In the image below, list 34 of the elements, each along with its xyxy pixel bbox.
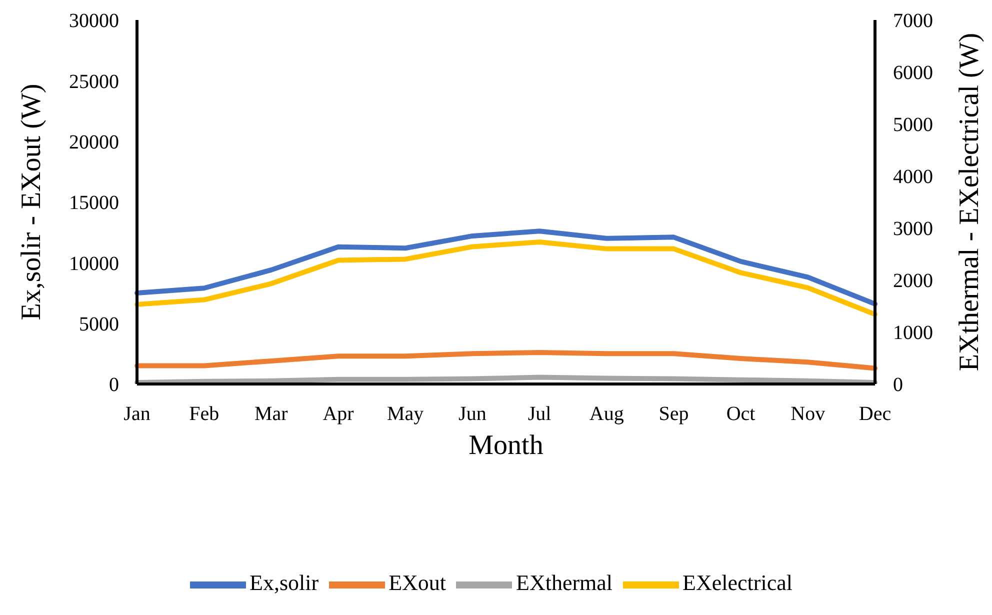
y-tick-label: 30000 — [69, 10, 119, 32]
y-tick-label: 15000 — [69, 192, 119, 214]
x-tick-label: Jan — [124, 403, 150, 426]
y-tick-label: 10000 — [69, 252, 119, 275]
x-axis-title: Month — [468, 430, 544, 461]
legend-label: EXelectrical — [682, 570, 792, 596]
y2-tick-label: 6000 — [893, 62, 933, 84]
x-tick-label: Apr — [322, 403, 354, 426]
legend-label: Ex,solir — [250, 570, 319, 596]
y-axis-title: Ex,solir - EXout (W) — [16, 84, 47, 320]
y2-tick-label: 2000 — [893, 270, 933, 292]
y2-tick-label: 5000 — [893, 114, 933, 136]
y2-tick-label: 1000 — [893, 322, 933, 344]
y2-tick-label: 4000 — [893, 166, 933, 188]
x-tick-label: Dec — [858, 403, 892, 426]
x-tick-label: Jun — [458, 403, 486, 426]
legend-label: EXthermal — [516, 570, 613, 596]
x-tick-label: Nov — [790, 403, 826, 426]
x-tick-label: Feb — [189, 403, 220, 426]
y-tick-label: 20000 — [69, 131, 119, 154]
y-tick-label: 5000 — [79, 313, 119, 336]
legend-label: EXout — [388, 570, 446, 596]
x-tick-label: Mar — [254, 403, 288, 426]
x-tick-label: Oct — [726, 403, 756, 426]
x-tick-label: Aug — [589, 403, 624, 426]
y2-tick-label: 3000 — [893, 218, 933, 240]
x-tick-label: May — [387, 403, 424, 426]
y-tick-label: 0 — [109, 374, 119, 396]
y2-axis-title: EXthermal - EXelectrical (W) — [954, 32, 985, 372]
y-tick-label: 25000 — [69, 70, 119, 93]
x-tick-label: Jul — [528, 403, 552, 426]
y2-tick-label: 7000 — [893, 10, 933, 32]
x-tick-label: Sep — [658, 403, 689, 426]
y2-tick-label: 0 — [893, 374, 903, 396]
